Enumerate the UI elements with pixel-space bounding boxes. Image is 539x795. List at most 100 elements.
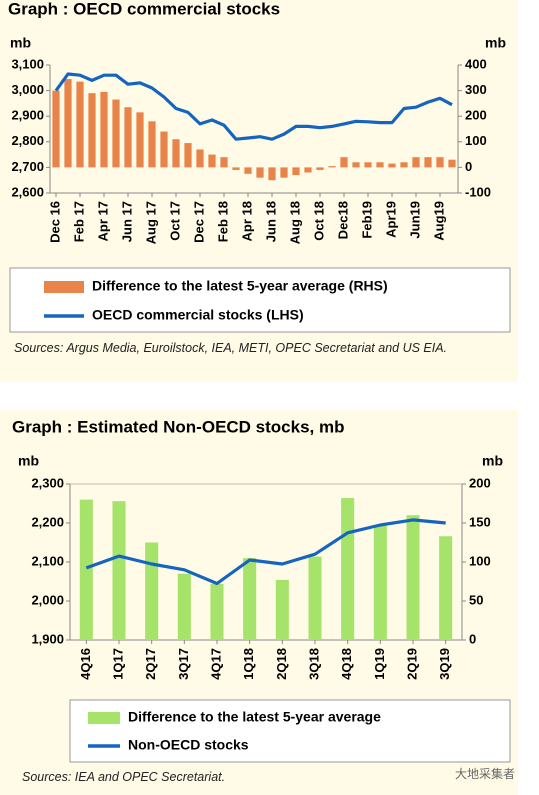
bar <box>439 536 453 640</box>
y2-tick-label: 100 <box>465 133 487 148</box>
bar <box>184 143 192 168</box>
y2-tick-label: 0 <box>469 631 476 646</box>
y-tick-label: 2,800 <box>11 133 44 148</box>
x-tick-label: Aug 17 <box>143 201 158 244</box>
bar <box>448 159 456 168</box>
bar <box>220 157 228 168</box>
bar <box>52 90 60 168</box>
x-tick-label: Feb 18 <box>215 201 230 242</box>
x-tick-label: Apr 18 <box>239 201 254 241</box>
y-tick-label: 1,900 <box>31 631 64 646</box>
bar <box>148 121 156 168</box>
y-tick-label: 2,700 <box>11 159 44 174</box>
bar <box>112 501 126 640</box>
x-tick-label: 3Q19 <box>437 648 452 680</box>
watermark: 大地采集者 <box>455 767 516 781</box>
bar <box>308 556 322 640</box>
bar <box>196 149 204 168</box>
legend-box <box>69 699 511 763</box>
x-tick-label: Jun 17 <box>119 201 134 242</box>
x-tick-label: Apr19 <box>383 201 398 238</box>
y2-tick-label: 400 <box>465 56 487 71</box>
bar <box>256 167 264 178</box>
x-tick-label: Dec18 <box>335 201 350 239</box>
bar <box>364 162 372 168</box>
bar <box>280 167 288 178</box>
x-tick-label: 1Q19 <box>372 648 387 680</box>
x-tick-label: 2Q17 <box>143 648 158 680</box>
y2-tick-label: 300 <box>465 82 487 97</box>
bar <box>210 583 224 640</box>
legend-label: Difference to the latest 5-year average … <box>92 278 388 294</box>
x-tick-label: Aug 18 <box>287 201 302 244</box>
y-tick-label: 2,900 <box>11 108 44 123</box>
x-tick-label: Feb 17 <box>71 201 86 242</box>
bar <box>76 81 84 168</box>
x-tick-label: 3Q18 <box>306 648 321 680</box>
line-series <box>85 518 446 586</box>
bar <box>136 112 144 168</box>
bar <box>352 162 360 168</box>
bar <box>436 157 444 168</box>
y-tick-label: 2,600 <box>11 184 44 199</box>
bar <box>177 573 191 640</box>
y-tick-label: 3,000 <box>11 82 44 97</box>
y2-tick-label: 0 <box>465 159 472 174</box>
bar <box>412 157 420 168</box>
y2-axis-unit: mb <box>482 453 503 469</box>
x-tick-label: Dec 16 <box>47 201 62 243</box>
x-tick-label: Jun19 <box>407 201 422 239</box>
y-tick-label: 3,100 <box>11 56 44 71</box>
legend-label: Non-OECD stocks <box>128 737 249 753</box>
bar <box>340 157 348 168</box>
bar <box>341 498 355 640</box>
bar <box>112 99 120 168</box>
bar <box>268 167 276 181</box>
bar <box>100 91 108 168</box>
x-tick-label: 1Q17 <box>110 648 125 680</box>
bar <box>208 154 216 168</box>
x-tick-label: 4Q16 <box>78 648 93 680</box>
legend-swatch <box>88 712 120 724</box>
bar <box>328 166 336 168</box>
x-tick-label: 1Q18 <box>241 648 256 680</box>
x-tick-label: 3Q17 <box>176 648 191 680</box>
y-axis-unit: mb <box>18 453 39 469</box>
bar <box>160 131 168 168</box>
y2-tick-label: 50 <box>469 592 483 607</box>
legend-swatch <box>44 281 84 293</box>
legend-label: Difference to the latest 5-year average <box>128 709 381 725</box>
bar <box>124 107 132 168</box>
y2-tick-label: 200 <box>465 108 487 123</box>
y-tick-label: 2,200 <box>31 514 64 529</box>
bar <box>243 558 257 640</box>
bar <box>64 79 72 168</box>
x-tick-label: Apr 17 <box>95 201 110 241</box>
x-tick-label: 2Q19 <box>404 648 419 680</box>
x-tick-label: 4Q18 <box>339 648 354 680</box>
bar <box>275 579 289 640</box>
bar <box>376 162 384 168</box>
chart-title: Graph : OECD commercial stocks <box>8 0 280 18</box>
x-tick-label: Jun 18 <box>263 201 278 242</box>
source-note: Sources: IEA and OPEC Secretariat. <box>22 770 226 784</box>
bar <box>244 167 252 174</box>
y2-tick-label: 150 <box>469 514 491 529</box>
x-tick-label: 4Q17 <box>208 648 223 680</box>
bar <box>424 157 432 168</box>
y-axis-unit: mb <box>10 35 31 51</box>
x-tick-label: Oct 18 <box>311 201 326 241</box>
x-tick-label: Feb19 <box>359 201 374 239</box>
bar <box>145 542 159 640</box>
bar <box>406 515 420 640</box>
x-tick-label: Dec 17 <box>191 201 206 243</box>
bar <box>79 499 93 640</box>
y-tick-label: 2,300 <box>31 475 64 490</box>
bar <box>400 162 408 168</box>
bar <box>388 163 396 168</box>
legend-box <box>9 267 511 333</box>
chart-title: Graph : Estimated Non-OECD stocks, mb <box>12 417 345 436</box>
legend-label: OECD commercial stocks (LHS) <box>92 307 304 323</box>
